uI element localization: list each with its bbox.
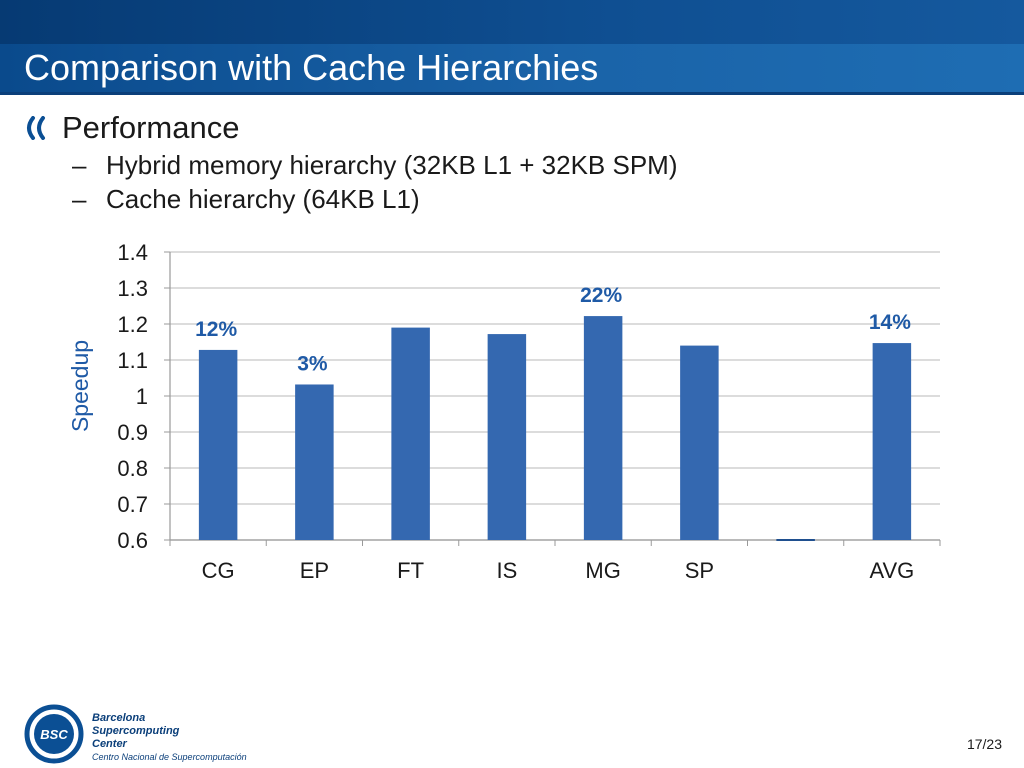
y-tick-label: 1.4: [117, 240, 148, 265]
slide-title: Comparison with Cache Hierarchies: [24, 47, 599, 88]
sub-item-text: Hybrid memory hierarchy (32KB L1 + 32KB …: [106, 150, 678, 180]
bar: [487, 334, 527, 540]
sub-item-hybrid: – Hybrid memory hierarchy (32KB L1 + 32KB…: [72, 150, 678, 181]
logo-line-3: Center: [92, 738, 127, 750]
y-tick-label: 1.3: [117, 276, 148, 301]
logo-line-2: Supercomputing: [92, 725, 180, 737]
y-tick-label: 0.6: [117, 528, 148, 553]
data-label: 14%: [869, 311, 911, 334]
logo-line-4: Centro Nacional de Supercomputación: [92, 752, 247, 762]
bullet-text: Performance: [62, 110, 240, 145]
x-tick-label: FT: [397, 558, 424, 583]
y-tick-label: 1.1: [117, 348, 148, 373]
y-tick-label: 1: [136, 384, 148, 409]
logo-line-1: Barcelona: [92, 712, 146, 724]
bar: [391, 327, 430, 540]
sub-item-cache: – Cache hierarchy (64KB L1): [72, 184, 420, 215]
bsc-logo-icon: BSC: [24, 704, 84, 764]
x-tick-label: EP: [300, 558, 329, 583]
y-tick-label: 0.8: [117, 456, 148, 481]
bar: [680, 345, 719, 540]
x-tick-label: AVG: [869, 558, 914, 583]
bullet-performance: Performance: [24, 110, 239, 146]
slide-header: Comparison with Cache Hierarchies: [0, 0, 1024, 92]
double-chevron-bullet-icon: [27, 116, 45, 140]
y-tick-label: 0.9: [117, 420, 148, 445]
dash-marker: –: [72, 150, 87, 180]
logo-text: Barcelona Supercomputing Center Centro N…: [92, 712, 247, 764]
header-band: [0, 0, 1024, 44]
x-tick-label: IS: [496, 558, 517, 583]
bar: [583, 316, 623, 540]
y-axis-label: Speedup: [67, 340, 93, 432]
header-rule: [0, 92, 1024, 95]
x-tick-label: CG: [202, 558, 235, 583]
data-label: 3%: [297, 352, 328, 375]
sub-item-text: Cache hierarchy (64KB L1): [106, 184, 420, 214]
x-tick-label: SP: [685, 558, 714, 583]
data-label: 12%: [195, 318, 237, 341]
logo-badge-text: BSC: [40, 727, 68, 742]
dash-marker: –: [72, 184, 87, 214]
y-tick-label: 1.2: [117, 312, 148, 337]
page-number: 17/23: [966, 736, 1002, 752]
bar: [295, 384, 334, 540]
bar: [198, 349, 238, 540]
speedup-bar-chart: 0.6 0.7 0.8 0.9 1 1.1 1.2 1.3 1.4 CG 12% EP 3% FT IS MG…: [67, 240, 941, 583]
y-tick-label: 0.7: [117, 492, 148, 517]
bar: [872, 343, 912, 540]
data-label: 22%: [580, 284, 622, 307]
x-tick-label: MG: [585, 558, 620, 583]
